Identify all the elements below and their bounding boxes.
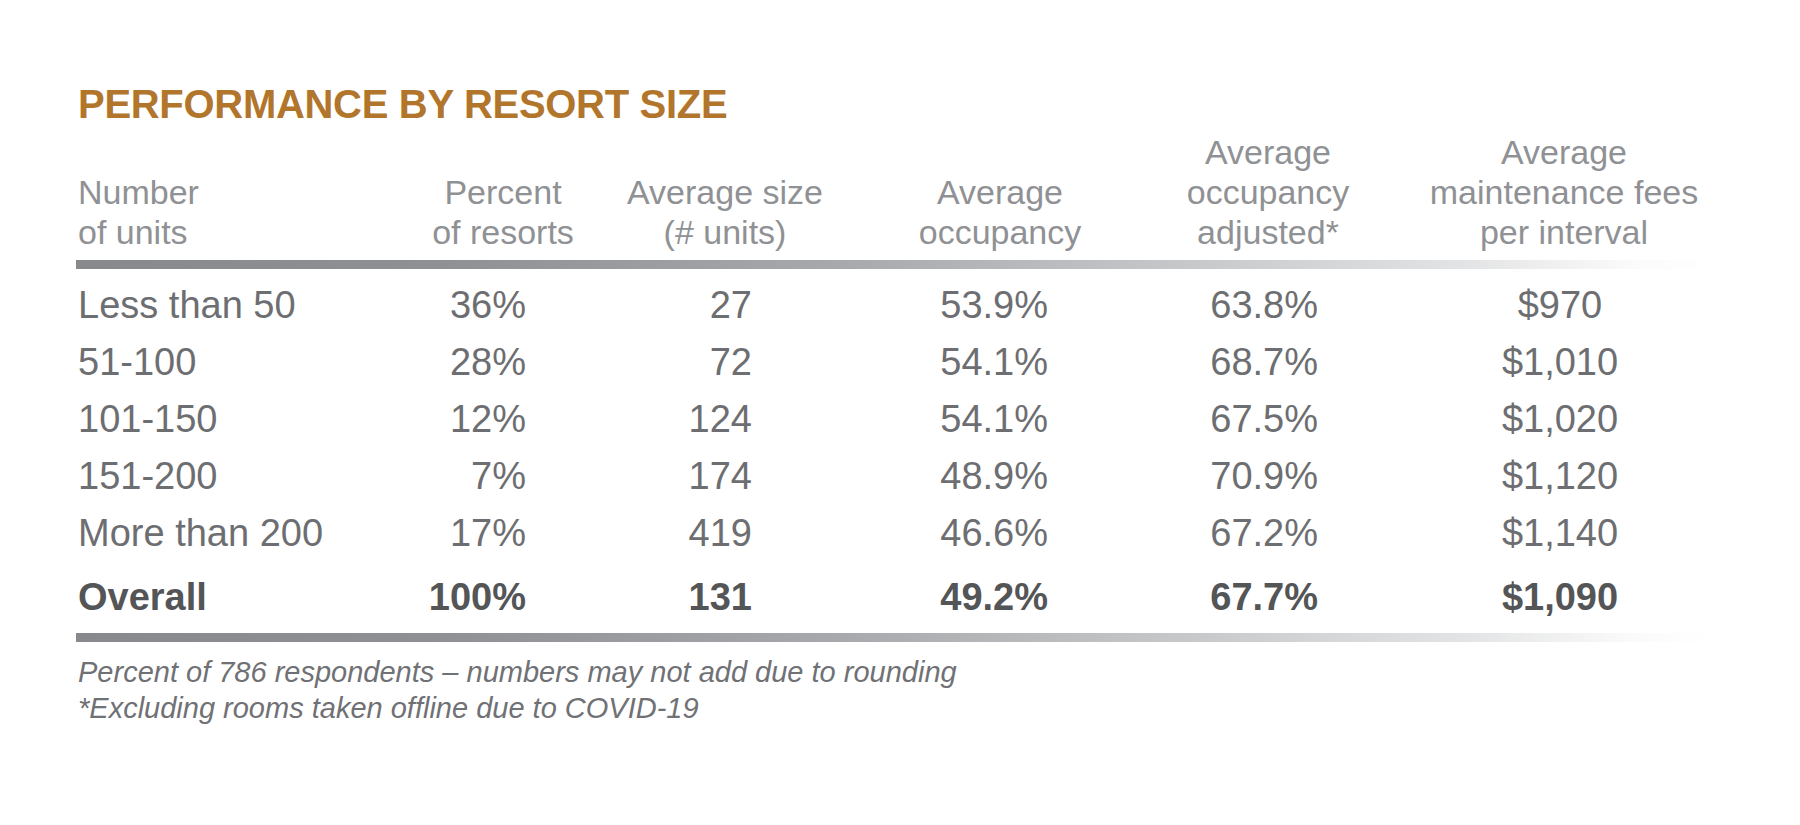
table-cell: 174 [432,456,752,496]
table-row-overall: Overall100%13149.2%67.7%$1,090 [0,577,1800,617]
table-row: 101-15012%12454.1%67.5%$1,020 [0,399,1800,439]
table-cell: 27 [432,285,752,325]
table-cell: 70.9% [998,456,1318,496]
footer-divider-rule [76,633,1715,642]
table-cell: 419 [432,513,752,553]
table-cell: 131 [432,577,752,617]
report-page: PERFORMANCE BY RESORT SIZE Numberof unit… [0,0,1800,825]
table-row: Less than 5036%2753.9%63.8%$970 [0,285,1800,325]
table-cell: 68.7% [998,342,1318,382]
table-cell: 67.5% [998,399,1318,439]
column-header-line: per interval [1364,212,1764,252]
footnote-covid: *Excluding rooms taken offline due to CO… [78,690,699,726]
column-header-line: maintenance fees [1364,172,1764,212]
table-cell: $1,120 [1390,456,1730,496]
column-header-line: Average [1364,132,1764,172]
table-cell: $1,020 [1390,399,1730,439]
footnote-respondents: Percent of 786 respondents – numbers may… [78,654,957,690]
table-row: 151-2007%17448.9%70.9%$1,120 [0,456,1800,496]
table-cell: $970 [1390,285,1730,325]
table-row: 51-10028%7254.1%68.7%$1,010 [0,342,1800,382]
table-cell: 67.7% [998,577,1318,617]
table-cell: $1,010 [1390,342,1730,382]
table-cell: 63.8% [998,285,1318,325]
column-header-average-maintenance-fees: Averagemaintenance feesper interval [1364,132,1764,252]
table-title: PERFORMANCE BY RESORT SIZE [78,82,727,127]
table-cell: 124 [432,399,752,439]
table-cell: $1,090 [1390,577,1730,617]
table-cell: $1,140 [1390,513,1730,553]
header-divider-rule [76,260,1715,269]
table-cell: 67.2% [998,513,1318,553]
table-row: More than 20017%41946.6%67.2%$1,140 [0,513,1800,553]
table-cell: 72 [432,342,752,382]
